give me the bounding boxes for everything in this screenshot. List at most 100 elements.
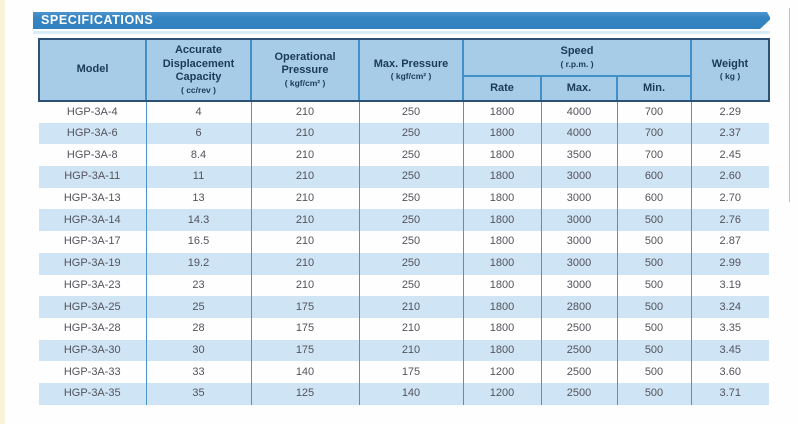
cell-operational-pressure: 125 <box>250 382 359 405</box>
cell-capacity: 28 <box>145 317 251 340</box>
banner-underline <box>33 31 770 34</box>
cell-operational-pressure: 210 <box>250 187 359 210</box>
cell-max-pressure: 250 <box>358 252 463 275</box>
cell-capacity: 4 <box>145 101 251 123</box>
cell-speed-min: 500 <box>616 274 691 297</box>
cell-model: HGP-3A-14 <box>63 213 121 226</box>
cell-capacity: 33 <box>145 361 251 383</box>
cell-weight: 3.24 <box>690 296 769 318</box>
cell-speed-max: 2500 <box>540 317 617 340</box>
cell-operational-pressure: 175 <box>250 317 359 340</box>
col-header-max-pressure: Max. Pressure ( kgf/cm² ) <box>358 38 463 102</box>
col-header-weight: Weight ( kg ) <box>690 38 770 102</box>
cell-speed-rate: 1800 <box>462 317 541 340</box>
table-row: HGP-3A-4 4 210 250 1800 4000 700 2.29 <box>39 101 769 123</box>
col-header-unit: ( cc/rev ) <box>181 85 216 96</box>
cell-speed-max: 2500 <box>540 382 617 405</box>
cell-speed-rate: 1800 <box>462 252 541 275</box>
cell-speed-rate: 1200 <box>462 382 541 405</box>
cell-weight: 2.76 <box>690 209 769 232</box>
cell-capacity: 11 <box>145 166 251 188</box>
col-header-label: Operational Pressure <box>274 50 336 77</box>
cell-speed-max: 3000 <box>540 166 617 188</box>
table-body: HGP-3A-4 4 210 250 1800 4000 700 2.29 HGP-3A-6 6 2… <box>39 101 769 405</box>
col-header-label: Max. <box>566 81 592 94</box>
cell-speed-min: 500 <box>616 317 691 340</box>
cell-speed-min: 700 <box>616 144 691 167</box>
cell-speed-rate: 1800 <box>462 166 541 188</box>
cell-speed-min: 500 <box>616 361 691 383</box>
col-header-speed-max: Max. <box>540 76 617 102</box>
cell-max-pressure: 250 <box>358 101 463 123</box>
cell-capacity: 16.5 <box>145 231 251 253</box>
col-header-speed-rate: Rate <box>462 76 541 102</box>
cell-max-pressure: 250 <box>358 231 463 253</box>
cell-operational-pressure: 210 <box>250 166 359 188</box>
col-header-model: Model <box>38 38 146 102</box>
col-header-label: Speed <box>560 45 594 58</box>
cell-operational-pressure: 210 <box>250 101 359 123</box>
cell-speed-min: 500 <box>616 296 691 318</box>
cell-speed-min: 500 <box>616 209 691 232</box>
cell-weight: 3.45 <box>690 339 769 362</box>
table-row: HGP-3A-25 25 175 210 1800 2800 500 3.24 <box>39 296 769 318</box>
cell-speed-min: 700 <box>616 101 691 123</box>
table-row: HGP-3A-6 6 210 250 1800 4000 700 2.37 <box>39 122 769 145</box>
specifications-table: Model Accurate Displacement Capacity ( c… <box>38 38 770 405</box>
cell-max-pressure: 210 <box>358 339 463 362</box>
col-header-label: Model <box>76 63 109 76</box>
cell-model: HGP-3A-23 <box>63 278 121 291</box>
cell-speed-max: 2500 <box>540 361 617 383</box>
col-header-speed-min: Min. <box>616 76 691 102</box>
cell-model: HGP-3A-6 <box>66 127 118 140</box>
table-row: HGP-3A-11 11 210 250 1800 3000 600 2.60 <box>39 166 769 188</box>
cell-model: HGP-3A-25 <box>63 300 121 313</box>
cell-max-pressure: 210 <box>358 317 463 340</box>
col-header-label: Accurate Displacement Capacity <box>162 43 235 84</box>
cell-speed-max: 3000 <box>540 187 617 210</box>
section-title: SPECIFICATIONS <box>41 13 154 28</box>
cell-speed-min: 500 <box>616 252 691 275</box>
cell-speed-max: 3000 <box>540 231 617 253</box>
cell-model: HGP-3A-30 <box>63 343 121 356</box>
cell-speed-max: 3000 <box>540 209 617 232</box>
cell-weight: 2.87 <box>690 231 769 253</box>
cell-capacity: 6 <box>145 122 251 145</box>
table-row: HGP-3A-33 33 140 175 1200 2500 500 3.60 <box>39 361 769 383</box>
col-header-capacity: Accurate Displacement Capacity ( cc/rev … <box>145 38 251 102</box>
cell-speed-rate: 1800 <box>462 187 541 210</box>
cell-speed-min: 600 <box>616 187 691 210</box>
section-banner: SPECIFICATIONS <box>33 12 770 29</box>
cell-speed-min: 500 <box>616 231 691 253</box>
cell-model: HGP-3A-19 <box>63 257 121 270</box>
cell-operational-pressure: 140 <box>250 361 359 383</box>
cell-speed-rate: 1800 <box>462 209 541 232</box>
cell-capacity: 14.3 <box>145 209 251 232</box>
cell-weight: 2.45 <box>690 144 769 167</box>
table-row: HGP-3A-17 16.5 210 250 1800 3000 500 2.87 <box>39 231 769 253</box>
table-row: HGP-3A-13 13 210 250 1800 3000 600 2.70 <box>39 187 769 210</box>
cell-weight: 2.70 <box>690 187 769 210</box>
cell-model: HGP-3A-8 <box>66 148 118 161</box>
cell-speed-max: 2800 <box>540 296 617 318</box>
page-border-line <box>789 8 790 202</box>
cell-capacity: 13 <box>145 187 251 210</box>
col-header-unit: ( kg ) <box>719 71 741 82</box>
cell-capacity: 23 <box>145 274 251 297</box>
col-header-label: Min. <box>643 81 665 94</box>
cell-model: HGP-3A-17 <box>63 235 121 248</box>
cell-speed-min: 700 <box>616 122 691 145</box>
cell-capacity: 19.2 <box>145 252 251 275</box>
cell-weight: 3.60 <box>690 361 769 383</box>
cell-weight: 2.60 <box>690 166 769 188</box>
cell-speed-max: 3500 <box>540 144 617 167</box>
cell-model: HGP-3A-33 <box>63 365 121 378</box>
cell-max-pressure: 250 <box>358 187 463 210</box>
cell-operational-pressure: 210 <box>250 209 359 232</box>
cell-model: HGP-3A-11 <box>64 170 121 183</box>
cell-max-pressure: 175 <box>358 361 463 383</box>
cell-speed-rate: 1800 <box>462 339 541 362</box>
cell-speed-max: 3000 <box>540 274 617 297</box>
cell-operational-pressure: 210 <box>250 274 359 297</box>
col-header-unit: ( r.p.m. ) <box>560 58 594 69</box>
